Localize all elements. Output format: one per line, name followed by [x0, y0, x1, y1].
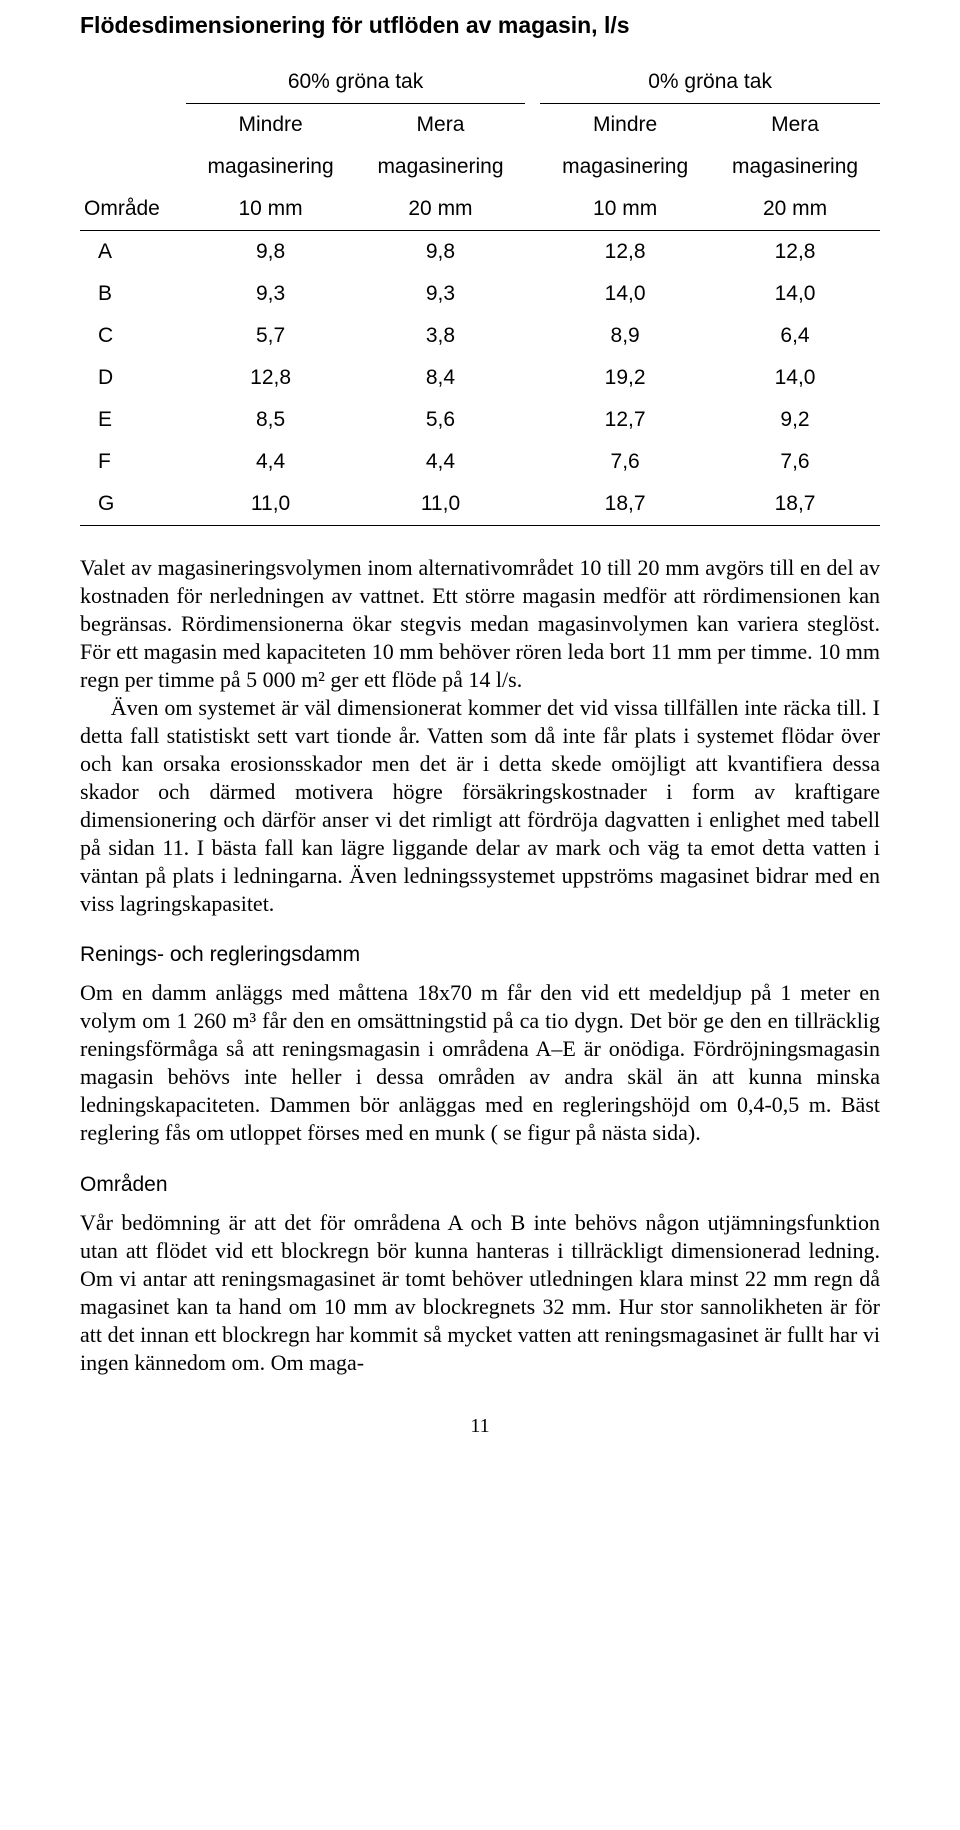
row-header-label: Område — [80, 188, 186, 231]
page-number: 11 — [80, 1415, 880, 1438]
cell: 8,5 — [186, 399, 356, 441]
cell: 4,4 — [186, 441, 356, 483]
cell: 7,6 — [540, 441, 710, 483]
cell: 5,7 — [186, 315, 356, 357]
subhdr-0-l1: Mindre — [186, 104, 356, 147]
cell: 6,4 — [710, 315, 880, 357]
row-label: B — [80, 273, 186, 315]
page-title: Flödesdimensionering för utflöden av mag… — [80, 12, 880, 39]
group-header-60: 60% gröna tak — [186, 61, 526, 104]
row-label: D — [80, 357, 186, 399]
row-label: C — [80, 315, 186, 357]
cell: 7,6 — [710, 441, 880, 483]
cell: 11,0 — [186, 483, 356, 526]
cell: 9,8 — [356, 231, 526, 274]
cell: 3,8 — [356, 315, 526, 357]
subhdr-3-l1: Mera — [710, 104, 880, 147]
row-label: G — [80, 483, 186, 526]
cell: 9,3 — [356, 273, 526, 315]
cell: 14,0 — [540, 273, 710, 315]
paragraph-1: Valet av magasineringsvolymen inom alter… — [80, 554, 880, 694]
cell: 14,0 — [710, 357, 880, 399]
unit-2: 10 mm — [540, 188, 710, 231]
unit-3: 20 mm — [710, 188, 880, 231]
cell: 18,7 — [710, 483, 880, 526]
cell: 14,0 — [710, 273, 880, 315]
cell: 12,7 — [540, 399, 710, 441]
paragraph-2: Även om systemet är väl dimensionerat ko… — [80, 694, 880, 918]
cell: 18,7 — [540, 483, 710, 526]
group-header-0: 0% gröna tak — [540, 61, 880, 104]
subhdr-3-l2: magasinering — [710, 146, 880, 188]
row-label: A — [80, 231, 186, 274]
subhdr-2-l2: magasinering — [540, 146, 710, 188]
subhead-renings: Renings- och regleringsdamm — [80, 943, 880, 967]
cell: 12,8 — [186, 357, 356, 399]
subhdr-0-l2: magasinering — [186, 146, 356, 188]
cell: 11,0 — [356, 483, 526, 526]
cell: 12,8 — [710, 231, 880, 274]
cell: 12,8 — [540, 231, 710, 274]
cell: 19,2 — [540, 357, 710, 399]
subhdr-2-l1: Mindre — [540, 104, 710, 147]
unit-1: 20 mm — [356, 188, 526, 231]
cell: 9,8 — [186, 231, 356, 274]
paragraph-3: Om en damm anläggs med måttena 18x70 m f… — [80, 979, 880, 1147]
cell: 8,9 — [540, 315, 710, 357]
subhdr-1-l1: Mera — [356, 104, 526, 147]
cell: 4,4 — [356, 441, 526, 483]
cell: 8,4 — [356, 357, 526, 399]
cell: 5,6 — [356, 399, 526, 441]
flow-table: 60% gröna tak 0% gröna tak Mindre Mera M… — [80, 61, 880, 526]
paragraph-4: Vår bedömning är att det för områdena A … — [80, 1209, 880, 1377]
row-label: E — [80, 399, 186, 441]
subhead-omraden: Områden — [80, 1173, 880, 1197]
cell: 9,3 — [186, 273, 356, 315]
unit-0: 10 mm — [186, 188, 356, 231]
cell: 9,2 — [710, 399, 880, 441]
row-label: F — [80, 441, 186, 483]
subhdr-1-l2: magasinering — [356, 146, 526, 188]
